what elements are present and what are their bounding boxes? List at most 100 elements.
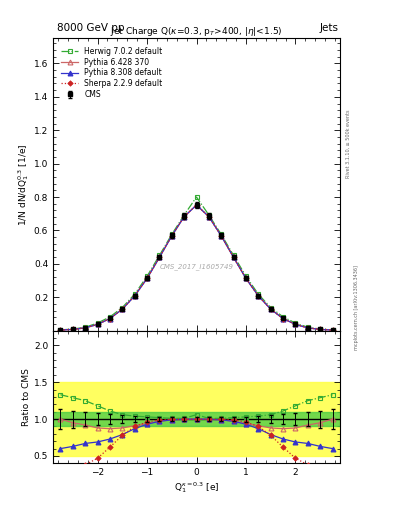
Herwig 7.0.2 default — [231, 252, 236, 259]
Pythia 8.308 default — [281, 315, 285, 322]
Pythia 8.308 default — [293, 322, 298, 328]
Pythia 8.308 default — [182, 214, 187, 220]
Herwig 7.0.2 default — [83, 324, 88, 330]
Sherpa 2.2.9 default — [83, 325, 88, 331]
Pythia 6.428 370 — [318, 326, 323, 332]
Herwig 7.0.2 default — [194, 194, 199, 200]
Sherpa 2.2.9 default — [293, 322, 298, 328]
Pythia 6.428 370 — [157, 254, 162, 261]
Pythia 6.428 370 — [244, 275, 248, 282]
Herwig 7.0.2 default — [95, 320, 100, 326]
Line: Pythia 8.308 default: Pythia 8.308 default — [58, 203, 335, 332]
Herwig 7.0.2 default — [70, 326, 75, 332]
Sherpa 2.2.9 default — [157, 254, 162, 261]
Pythia 6.428 370 — [330, 327, 335, 333]
Pythia 6.428 370 — [70, 326, 75, 332]
Pythia 6.428 370 — [145, 275, 149, 282]
Sherpa 2.2.9 default — [318, 326, 323, 332]
Herwig 7.0.2 default — [305, 324, 310, 330]
Pythia 6.428 370 — [194, 202, 199, 208]
X-axis label: Q$_1^{\kappa=0.3}$ [e]: Q$_1^{\kappa=0.3}$ [e] — [174, 480, 219, 495]
Pythia 8.308 default — [268, 306, 273, 312]
Text: Jets: Jets — [320, 23, 339, 33]
Pythia 8.308 default — [244, 275, 248, 282]
Herwig 7.0.2 default — [281, 314, 285, 320]
Sherpa 2.2.9 default — [268, 306, 273, 312]
Sherpa 2.2.9 default — [206, 214, 211, 220]
Sherpa 2.2.9 default — [182, 214, 187, 220]
Pythia 8.308 default — [95, 322, 100, 328]
Sherpa 2.2.9 default — [231, 254, 236, 261]
Pythia 8.308 default — [169, 233, 174, 239]
Sherpa 2.2.9 default — [169, 233, 174, 239]
Text: Rivet 3.1.10, ≥ 500k events: Rivet 3.1.10, ≥ 500k events — [346, 109, 351, 178]
Herwig 7.0.2 default — [145, 273, 149, 280]
Pythia 8.308 default — [70, 326, 75, 332]
Sherpa 2.2.9 default — [330, 327, 335, 333]
Text: CMS_2017_I1605749: CMS_2017_I1605749 — [160, 263, 233, 270]
Sherpa 2.2.9 default — [244, 275, 248, 282]
Herwig 7.0.2 default — [58, 327, 63, 333]
Sherpa 2.2.9 default — [132, 293, 137, 299]
Y-axis label: Ratio to CMS: Ratio to CMS — [22, 368, 31, 426]
Sherpa 2.2.9 default — [194, 202, 199, 208]
Herwig 7.0.2 default — [108, 314, 112, 320]
Pythia 8.308 default — [83, 325, 88, 331]
Legend: Herwig 7.0.2 default, Pythia 6.428 370, Pythia 8.308 default, Sherpa 2.2.9 defau: Herwig 7.0.2 default, Pythia 6.428 370, … — [60, 45, 164, 101]
Sherpa 2.2.9 default — [108, 315, 112, 322]
Sherpa 2.2.9 default — [219, 233, 224, 239]
Sherpa 2.2.9 default — [281, 315, 285, 322]
Herwig 7.0.2 default — [330, 327, 335, 333]
Pythia 6.428 370 — [305, 325, 310, 331]
Title: Jet Charge Q($\kappa$=0.3, p$_T$>400, |$\eta$|<1.5): Jet Charge Q($\kappa$=0.3, p$_T$>400, |$… — [110, 25, 283, 38]
Herwig 7.0.2 default — [132, 291, 137, 297]
Pythia 6.428 370 — [219, 233, 224, 239]
Pythia 6.428 370 — [256, 293, 261, 299]
Herwig 7.0.2 default — [120, 305, 125, 311]
Herwig 7.0.2 default — [293, 320, 298, 326]
Text: 8000 GeV pp: 8000 GeV pp — [57, 23, 125, 33]
Pythia 6.428 370 — [206, 214, 211, 220]
Herwig 7.0.2 default — [244, 273, 248, 280]
Pythia 6.428 370 — [293, 322, 298, 328]
Pythia 6.428 370 — [231, 254, 236, 261]
Herwig 7.0.2 default — [219, 231, 224, 238]
Sherpa 2.2.9 default — [256, 293, 261, 299]
Pythia 8.308 default — [219, 233, 224, 239]
Pythia 6.428 370 — [83, 325, 88, 331]
Line: Sherpa 2.2.9 default: Sherpa 2.2.9 default — [59, 203, 334, 332]
Sherpa 2.2.9 default — [120, 306, 125, 312]
Y-axis label: 1/N dN/dQ$_1^{0.3}$ [1/e]: 1/N dN/dQ$_1^{0.3}$ [1/e] — [16, 143, 31, 226]
Pythia 8.308 default — [318, 326, 323, 332]
Pythia 8.308 default — [132, 293, 137, 299]
Herwig 7.0.2 default — [256, 291, 261, 297]
Pythia 8.308 default — [120, 306, 125, 312]
Pythia 6.428 370 — [58, 327, 63, 333]
Pythia 8.308 default — [330, 327, 335, 333]
Sherpa 2.2.9 default — [145, 275, 149, 282]
Herwig 7.0.2 default — [318, 326, 323, 332]
Sherpa 2.2.9 default — [305, 325, 310, 331]
Sherpa 2.2.9 default — [95, 322, 100, 328]
Pythia 6.428 370 — [169, 233, 174, 239]
Herwig 7.0.2 default — [268, 305, 273, 311]
Pythia 8.308 default — [305, 325, 310, 331]
Herwig 7.0.2 default — [182, 212, 187, 218]
Herwig 7.0.2 default — [169, 231, 174, 238]
Pythia 8.308 default — [231, 254, 236, 261]
Line: Pythia 6.428 370: Pythia 6.428 370 — [58, 203, 335, 332]
Sherpa 2.2.9 default — [58, 327, 63, 333]
Pythia 6.428 370 — [132, 293, 137, 299]
Herwig 7.0.2 default — [206, 212, 211, 218]
Line: Herwig 7.0.2 default: Herwig 7.0.2 default — [58, 195, 335, 332]
Herwig 7.0.2 default — [157, 252, 162, 259]
Pythia 8.308 default — [206, 214, 211, 220]
Pythia 8.308 default — [194, 202, 199, 208]
Pythia 6.428 370 — [281, 315, 285, 322]
Pythia 6.428 370 — [120, 306, 125, 312]
Text: mcplots.cern.ch [arXiv:1306.3436]: mcplots.cern.ch [arXiv:1306.3436] — [354, 265, 359, 350]
Pythia 6.428 370 — [268, 306, 273, 312]
Pythia 8.308 default — [108, 315, 112, 322]
Pythia 8.308 default — [256, 293, 261, 299]
Pythia 8.308 default — [157, 254, 162, 261]
